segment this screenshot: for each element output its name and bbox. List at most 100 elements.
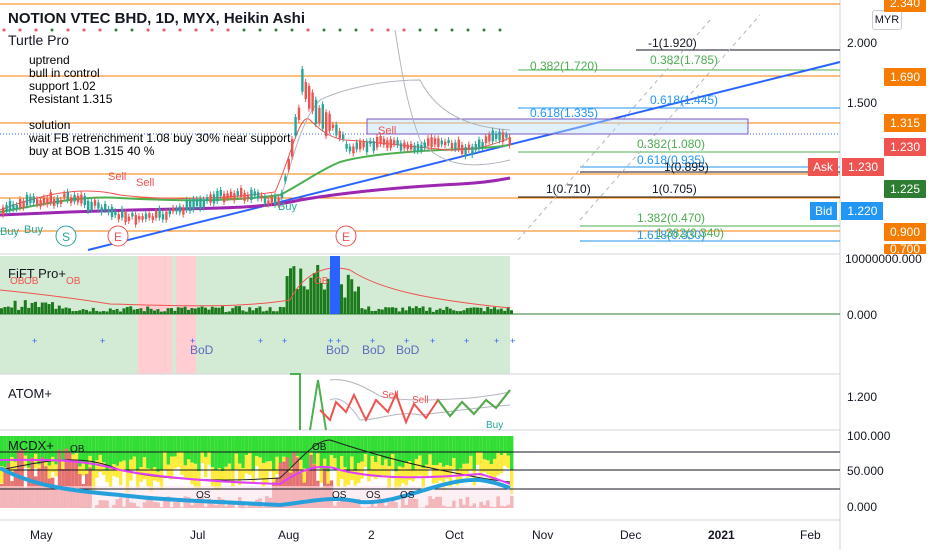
volume-bar (303, 286, 306, 314)
price-tag-0900: 0.900 (884, 223, 926, 241)
mcdx-bar (95, 436, 98, 508)
candle (447, 137, 449, 146)
mcdx-bar (177, 436, 180, 508)
volume-bar (170, 308, 173, 314)
os-label: OS (196, 490, 211, 501)
plus-mark: + (464, 336, 469, 346)
volume-bar (153, 311, 156, 314)
signal-dot (307, 29, 310, 32)
volume-bar (235, 306, 238, 314)
candle (434, 135, 436, 147)
signal-dot (147, 29, 150, 32)
signal-dot (483, 29, 486, 32)
candle (257, 189, 259, 201)
candle (247, 192, 249, 202)
volume-bar (275, 311, 278, 314)
signal-dot (435, 29, 438, 32)
volume-bar (126, 307, 129, 314)
candle (131, 210, 133, 219)
candle (162, 211, 164, 223)
mcdx-bar (306, 436, 309, 508)
mcdx-bar (384, 436, 387, 508)
volume-bar (469, 308, 472, 314)
mcdx-bar (187, 436, 190, 508)
volume-bar (394, 308, 397, 314)
candle (77, 193, 79, 206)
candle (128, 214, 130, 224)
volume-bar (0, 308, 3, 314)
time-label: Aug (278, 528, 299, 542)
volume-bar (462, 310, 465, 314)
volume-bar (435, 310, 438, 314)
volume-bar (486, 307, 489, 314)
currency-label[interactable]: MYR (872, 10, 902, 30)
indicator-title[interactable]: Turtle Pro (8, 32, 69, 48)
volume-bar (248, 307, 251, 314)
candle (349, 144, 351, 155)
candle (318, 105, 320, 127)
mcdx-bar (214, 436, 217, 508)
volume-bar (184, 307, 187, 314)
mcdx-bar (275, 436, 278, 508)
mcdx-bar (292, 436, 295, 508)
volume-bar (265, 311, 268, 314)
candle (383, 136, 385, 148)
volume-bar (160, 312, 163, 314)
volume-bar (411, 308, 414, 314)
signal-dot (3, 29, 6, 32)
candle (396, 137, 398, 148)
candle (175, 205, 177, 214)
candle (305, 79, 307, 102)
volume-bar (177, 307, 180, 314)
mcdx-pane-label[interactable]: MCDX+ (8, 438, 54, 453)
volume-bar (214, 308, 217, 314)
atom-pane-label[interactable]: ATOM+ (8, 386, 52, 401)
candle (250, 187, 252, 203)
volume-bar (388, 307, 391, 314)
candle (101, 204, 103, 215)
candle (430, 134, 432, 150)
candle (298, 105, 300, 123)
candle (478, 137, 480, 152)
signal-dot (467, 29, 470, 32)
mcdx-bar (296, 436, 299, 508)
mcdx-bar (473, 436, 476, 508)
volume-bar (309, 278, 312, 314)
candle (427, 135, 429, 149)
price-tag-1230: 1.230 (884, 138, 926, 156)
volume-bar (102, 311, 105, 314)
mcdx-bar (116, 436, 119, 508)
fift-zero-value: 0.000 (847, 308, 877, 322)
mcdx-bar (442, 436, 445, 508)
volume-bar (510, 310, 513, 314)
volume-bar (496, 309, 499, 314)
candle (291, 136, 293, 160)
candle (294, 114, 296, 139)
volume-bar (20, 307, 23, 314)
fift-pane-label[interactable]: FiFT Pro+ (8, 266, 66, 281)
volume-bar (503, 311, 506, 314)
mcdx-bar (462, 436, 465, 508)
volume-bar (190, 308, 193, 314)
volume-bar (371, 311, 374, 314)
candle (352, 143, 354, 156)
volume-bar (350, 279, 353, 314)
bid-tag: Bid 1.220 (810, 202, 883, 220)
candle (223, 191, 225, 205)
ob-label: OB (314, 276, 329, 287)
volume-bar (289, 268, 292, 314)
e-marker: E (108, 226, 128, 246)
volume-bar (299, 269, 302, 314)
candle (322, 101, 324, 131)
volume-bar (99, 312, 102, 314)
mcdx-bar (510, 436, 513, 508)
fib-label: 0.618(1.445) (650, 93, 718, 107)
signal-dot (83, 29, 86, 32)
time-label: Oct (445, 528, 464, 542)
mcdx-bar (173, 436, 176, 508)
volume-bar (31, 303, 34, 314)
candle (243, 190, 245, 204)
volume-bar (408, 306, 411, 314)
candle (216, 188, 218, 204)
